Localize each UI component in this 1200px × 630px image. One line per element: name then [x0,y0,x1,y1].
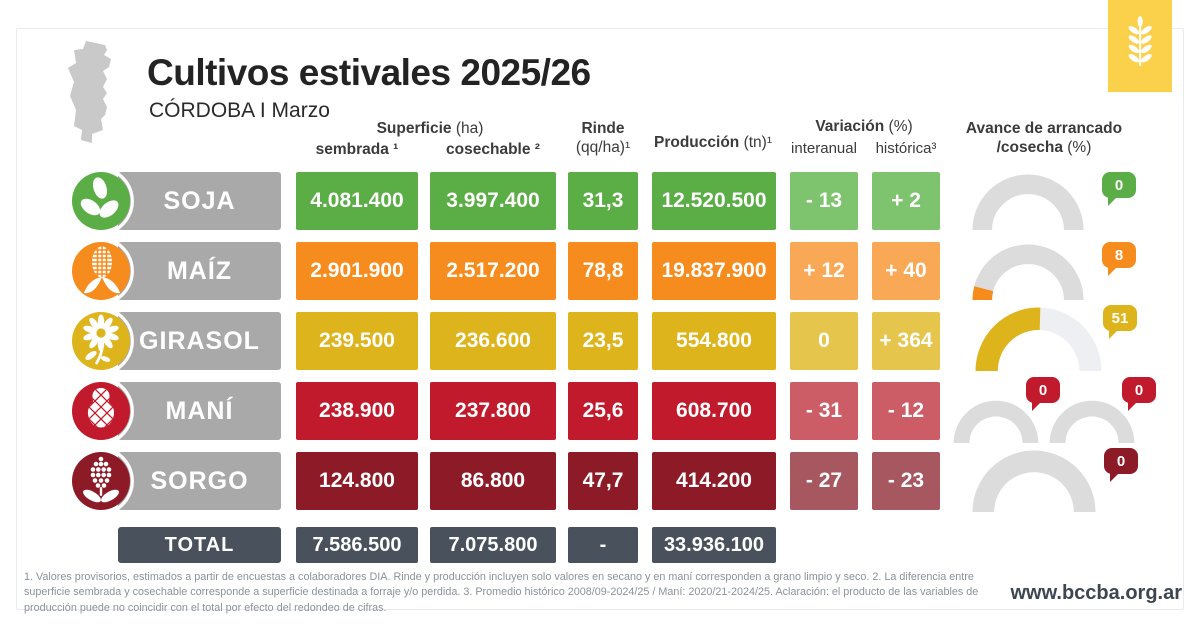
mani-arrancado-badge: 0 [1026,377,1060,411]
table-row-total: TOTAL 7.586.500 7.075.800 - 33.936.100 [0,527,1200,563]
soja-produccion: 12.520.500 [652,172,776,230]
crop-label-mani: MANÍ [118,382,281,440]
col-header-historica: histórica³ [875,140,937,157]
total-label: TOTAL [118,527,281,563]
soja-var-historica: + 2 [872,172,940,230]
soja-sembrada: 4.081.400 [296,172,418,230]
col-header-rinde: Rinde (qq/ha)¹ [575,120,631,157]
girasol-avance-gauge [975,307,1102,371]
crop-label-soja: SOJA [118,172,281,230]
sunflower-icon [72,308,134,374]
table-row-sorgo: SORGO 124.800 86.800 47,7 414.200 - 27 -… [0,448,1200,514]
col-header-interanual: interanual [791,140,857,157]
mani-cosecha-gauge [1049,400,1135,443]
page-subtitle: CÓRDOBA I Marzo [149,99,330,122]
col-header-produccion: Producción (tn)¹ [654,134,772,151]
mani-var-historica: - 12 [872,382,940,440]
maiz-rinde: 78,8 [568,242,638,300]
sorghum-icon [72,448,134,514]
peanut-icon [72,378,134,444]
wheat-icon [1128,16,1152,67]
maiz-avance-gauge [972,244,1084,300]
mani-var-interanual: - 31 [790,382,858,440]
total-sembrada: 7.586.500 [296,527,418,563]
mani-arrancado-gauge [953,400,1039,443]
col-header-sembrada: sembrada ¹ [315,141,399,158]
soybean-sprout-icon [72,168,134,234]
page-title: Cultivos estivales 2025/26 [147,52,591,93]
col-header-superficie: Superficie (ha) [376,120,484,137]
cordoba-map-silhouette [68,41,111,143]
mani-cosecha-badge: 0 [1122,377,1156,411]
soja-cosechable: 3.997.400 [430,172,556,230]
table-row-girasol: GIRASOL 239.500 236.600 23,5 [0,305,1200,374]
sorgo-rinde: 47,7 [568,452,638,510]
corn-icon [72,238,134,304]
crop-label-girasol: GIRASOL [118,312,281,370]
footnote-text: 1. Valores provisorios, estimados a part… [24,571,979,614]
soja-var-interanual: - 13 [790,172,858,230]
sorgo-cosechable: 86.800 [430,452,556,510]
crop-label-maiz: MAÍZ [118,242,281,300]
soja-avance-gauge [972,174,1084,230]
maiz-avance-badge: 8 [1102,242,1136,276]
total-rinde: - [568,527,638,563]
sorgo-avance-gauge [972,450,1096,512]
sorgo-var-historica: - 23 [872,452,940,510]
maiz-var-historica: + 40 [872,242,940,300]
sorgo-avance-badge: 0 [1104,448,1138,482]
maiz-var-interanual: + 12 [790,242,858,300]
crop-label-sorgo: SORGO [118,452,281,510]
sorgo-sembrada: 124.800 [296,452,418,510]
col-header-cosechable: cosechable ² [446,141,540,158]
soja-avance-badge: 0 [1102,172,1136,206]
col-header-avance: Avance de arrancado/cosecha (%) [965,120,1123,157]
sorgo-var-interanual: - 27 [790,452,858,510]
table-row-soja: SOJA 4.081.400 3.997.400 31,3 12.520.500… [0,168,1200,234]
soja-rinde: 31,3 [568,172,638,230]
mani-sembrada: 238.900 [296,382,418,440]
girasol-var-historica: + 364 [872,312,940,370]
girasol-sembrada: 239.500 [296,312,418,370]
maiz-sembrada: 2.901.900 [296,242,418,300]
girasol-avance-badge: 51 [1103,305,1137,339]
maiz-produccion: 19.837.900 [652,242,776,300]
table-row-maiz: MAÍZ 2.901.900 2.517.200 78,8 19.837.900… [0,238,1200,304]
col-header-variacion: Variación (%) [815,118,913,135]
maiz-cosechable: 2.517.200 [430,242,556,300]
girasol-produccion: 554.800 [652,312,776,370]
total-produccion: 33.936.100 [652,527,776,563]
table-row-mani: MANÍ 238.900 237.800 25,6 608.700 - 31 -… [0,377,1200,444]
girasol-rinde: 23,5 [568,312,638,370]
sorgo-produccion: 414.200 [652,452,776,510]
mani-produccion: 608.700 [652,382,776,440]
total-cosechable: 7.075.800 [430,527,556,563]
mani-cosechable: 237.800 [430,382,556,440]
girasol-cosechable: 236.600 [430,312,556,370]
website-link[interactable]: www.bccba.org.ar [1010,582,1182,604]
girasol-var-interanual: 0 [790,312,858,370]
mani-rinde: 25,6 [568,382,638,440]
bccba-logo [1108,0,1172,92]
